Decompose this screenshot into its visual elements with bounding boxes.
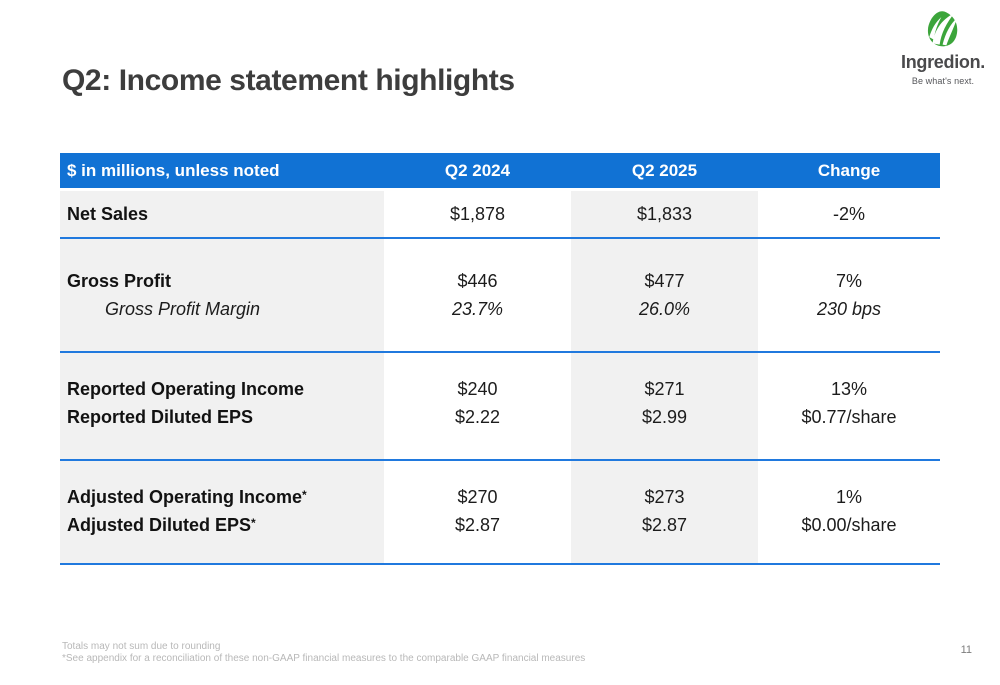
adjusted-eps-label: Adjusted Diluted EPS* <box>67 515 256 535</box>
net-sales-2025: $1,833 <box>636 204 693 224</box>
adjusted-eps-change: $0.00/share <box>801 515 897 535</box>
gross-profit-margin-label: Gross Profit Margin <box>105 299 261 319</box>
income-statement-table: $ in millions, unless noted Q2 2024 Q2 2… <box>60 153 940 565</box>
footnote-asterisk: * <box>251 516 256 530</box>
header-q2-2024: Q2 2024 <box>444 160 511 180</box>
adjusted-oi-2025: $273 <box>644 487 685 507</box>
gross-profit-change: 7% <box>835 271 862 291</box>
gross-profit-label: Gross Profit <box>67 271 172 291</box>
gross-profit-2025: $477 <box>644 271 685 291</box>
adjusted-eps-2024: $2.87 <box>454 515 501 535</box>
reported-oi-2024: $240 <box>457 379 498 399</box>
reported-oi-label: Reported Operating Income <box>67 379 305 399</box>
reported-eps-2025: $2.99 <box>641 407 688 427</box>
reported-oi-2025: $271 <box>644 379 685 399</box>
adjusted-eps-2025: $2.87 <box>641 515 688 535</box>
gross-profit-2024: $446 <box>457 271 498 291</box>
footnote-non-gaap: *See appendix for a reconciliation of th… <box>62 653 586 664</box>
net-sales-2024: $1,878 <box>449 204 506 224</box>
table-row-net-sales: Net Sales $1,878 $1,833 -2% <box>60 191 940 239</box>
header-change: Change <box>817 160 881 180</box>
header-units-label: $ in millions, unless noted <box>67 160 280 180</box>
reported-eps-change: $0.77/share <box>801 407 897 427</box>
table-header-row: $ in millions, unless noted Q2 2024 Q2 2… <box>60 153 940 188</box>
reported-oi-change: 13% <box>830 379 868 399</box>
net-sales-change: -2% <box>832 204 865 224</box>
footnote-asterisk: * <box>302 488 307 502</box>
leaf-sprout-icon <box>927 11 958 47</box>
reported-eps-2024: $2.22 <box>454 407 501 427</box>
page-number: 11 <box>960 644 972 656</box>
gross-profit-margin-change: 230 bps <box>816 299 882 319</box>
gross-profit-margin-2025: 26.0% <box>638 299 691 319</box>
table-row-adjusted: Adjusted Operating Income* Adjusted Dilu… <box>60 461 940 565</box>
footnote-rounding: Totals may not sum due to rounding <box>62 641 221 652</box>
adjusted-oi-label: Adjusted Operating Income* <box>67 487 307 507</box>
ingredion-logo: Ingredion. Be what's next. <box>895 10 991 86</box>
table-body: Net Sales $1,878 $1,833 -2% Gross Profit… <box>60 191 940 565</box>
logo-tagline: Be what's next. <box>911 76 975 86</box>
page-title: Q2: Income statement highlights <box>62 64 515 97</box>
reported-eps-label: Reported Diluted EPS <box>67 407 254 427</box>
adjusted-oi-change: 1% <box>835 487 862 507</box>
logo-wordmark: Ingredion. <box>901 52 985 72</box>
adjusted-oi-2024: $270 <box>457 487 498 507</box>
header-q2-2025: Q2 2025 <box>631 160 698 180</box>
table-row-reported: Reported Operating Income Reported Dilut… <box>60 353 940 461</box>
table-row-gross-profit: Gross Profit Gross Profit Margin $446 23… <box>60 239 940 353</box>
gross-profit-margin-2024: 23.7% <box>451 299 504 319</box>
net-sales-label: Net Sales <box>67 204 149 224</box>
footnotes: Totals may not sum due to rounding *See … <box>62 641 585 665</box>
